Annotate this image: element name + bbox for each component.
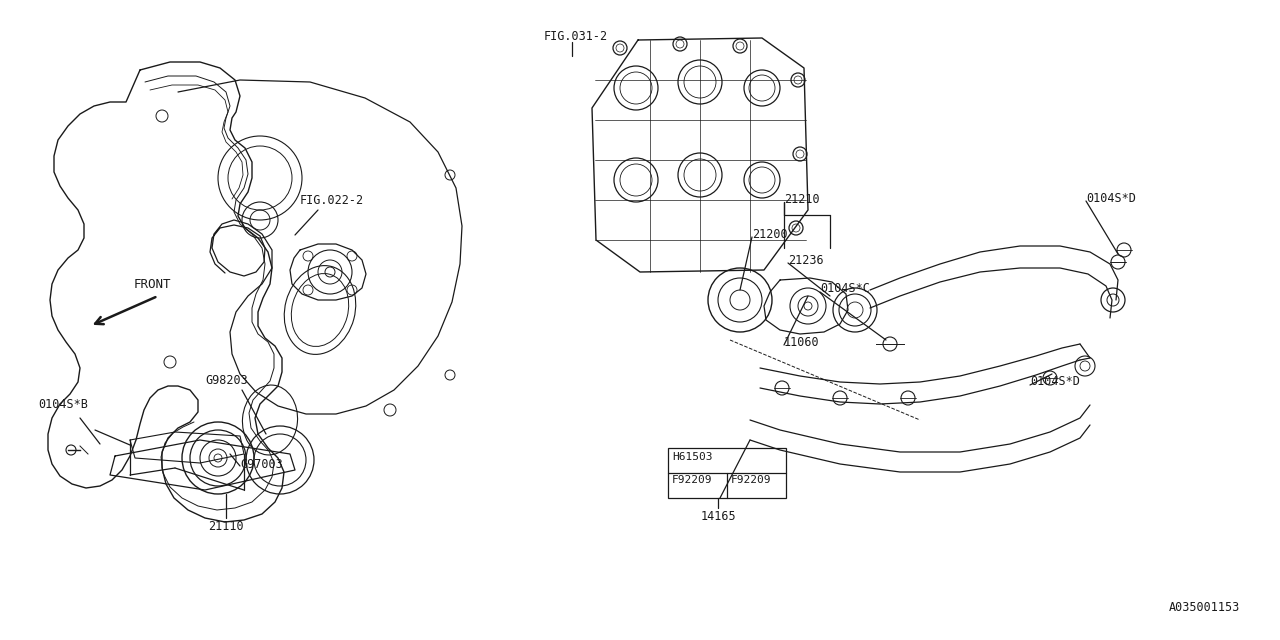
Text: F92209: F92209 — [731, 475, 772, 485]
Text: FIG.022-2: FIG.022-2 — [300, 194, 364, 207]
Text: FIG.031-2: FIG.031-2 — [544, 30, 608, 43]
Text: FRONT: FRONT — [134, 278, 172, 291]
Text: 14165: 14165 — [700, 510, 736, 523]
Text: 0104S*D: 0104S*D — [1030, 375, 1080, 388]
Text: 0104S*C: 0104S*C — [820, 282, 870, 295]
Text: 0104S*B: 0104S*B — [38, 398, 88, 411]
Bar — [668, 448, 786, 498]
Text: 21236: 21236 — [788, 254, 823, 267]
Text: A035001153: A035001153 — [1169, 601, 1240, 614]
Text: G98203: G98203 — [205, 374, 248, 387]
Text: G97003: G97003 — [241, 458, 283, 471]
Text: H61503: H61503 — [672, 452, 713, 462]
Text: 21110: 21110 — [209, 520, 243, 533]
Text: 11060: 11060 — [783, 336, 819, 349]
Text: 21200: 21200 — [753, 228, 787, 241]
Text: 0104S*D: 0104S*D — [1085, 192, 1135, 205]
Text: F92209: F92209 — [672, 475, 713, 485]
Text: 21210: 21210 — [783, 193, 819, 206]
